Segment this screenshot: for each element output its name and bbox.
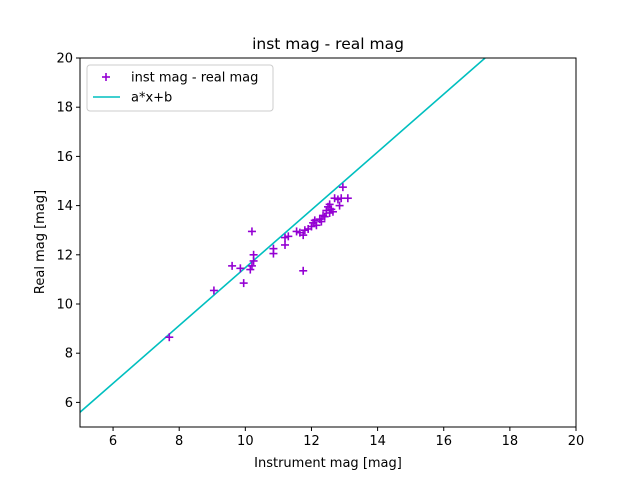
x-axis-label: Instrument mag [mag] [254, 456, 402, 471]
y-tick-label-10: 10 [56, 298, 73, 313]
scatter-point-21 [307, 222, 316, 231]
scatter-point-12 [281, 240, 290, 249]
x-tick-label-10: 10 [237, 434, 254, 449]
scatter-point-8 [249, 250, 258, 259]
x-tick-label-20: 20 [568, 434, 585, 449]
y-tick-label-16: 16 [56, 150, 73, 165]
scatter-point-26 [317, 217, 326, 226]
plot-layer [80, 58, 486, 413]
scatter-point-17 [299, 231, 308, 240]
scatter-point-32 [325, 200, 334, 209]
scatter-point-40 [343, 194, 352, 203]
legend-label-scatter: inst mag - real mag [131, 71, 258, 86]
fit-line [80, 58, 486, 413]
scatter-point-0 [165, 333, 174, 342]
y-tick-label-18: 18 [56, 101, 73, 116]
legend-label-line: a*x+b [131, 91, 172, 106]
scatter-point-34 [328, 207, 337, 216]
scatter-point-6 [247, 261, 256, 270]
scatter-point-27 [319, 211, 328, 220]
scatter-point-39 [338, 183, 347, 192]
y-tick-label-8: 8 [65, 347, 73, 362]
x-tick-label-8: 8 [175, 434, 183, 449]
scatter-point-9 [247, 227, 256, 236]
scatter-point-37 [335, 201, 344, 210]
x-tick-label-18: 18 [502, 434, 519, 449]
y-tick-label-14: 14 [56, 199, 73, 214]
y-tick-label-20: 20 [56, 52, 73, 67]
scatter-point-11 [269, 244, 278, 253]
legend-box [86, 64, 274, 112]
x-tick-label-14: 14 [369, 434, 386, 449]
scatter-point-2 [228, 261, 237, 270]
y-tick-label-6: 6 [65, 396, 73, 411]
scatter-point-1 [209, 286, 218, 295]
scatter-point-18 [299, 266, 308, 275]
legend-marker-scatter [102, 73, 110, 81]
scatter-point-5 [246, 265, 255, 274]
scatter-point-28 [320, 212, 329, 221]
chart-title: inst mag - real mag [252, 35, 404, 53]
scatter-point-14 [284, 232, 293, 241]
x-tick-label-6: 6 [109, 434, 117, 449]
x-tick-label-16: 16 [435, 434, 452, 449]
y-axis-label: Real mag [mag] [33, 190, 48, 294]
scatter-point-24 [312, 221, 321, 230]
scatter-point-4 [236, 264, 245, 273]
y-tick-label-12: 12 [56, 248, 73, 263]
scatter-point-3 [239, 279, 248, 288]
plot-frame [79, 57, 577, 428]
axes-layer: 6 8 10 12 14 16 18 20 6 8 10 12 14 16 18 20 [56, 52, 584, 450]
legend: inst mag - real mag a*x+b [86, 64, 274, 112]
x-tick-label-12: 12 [303, 434, 320, 449]
scatter-point-23 [310, 216, 319, 225]
